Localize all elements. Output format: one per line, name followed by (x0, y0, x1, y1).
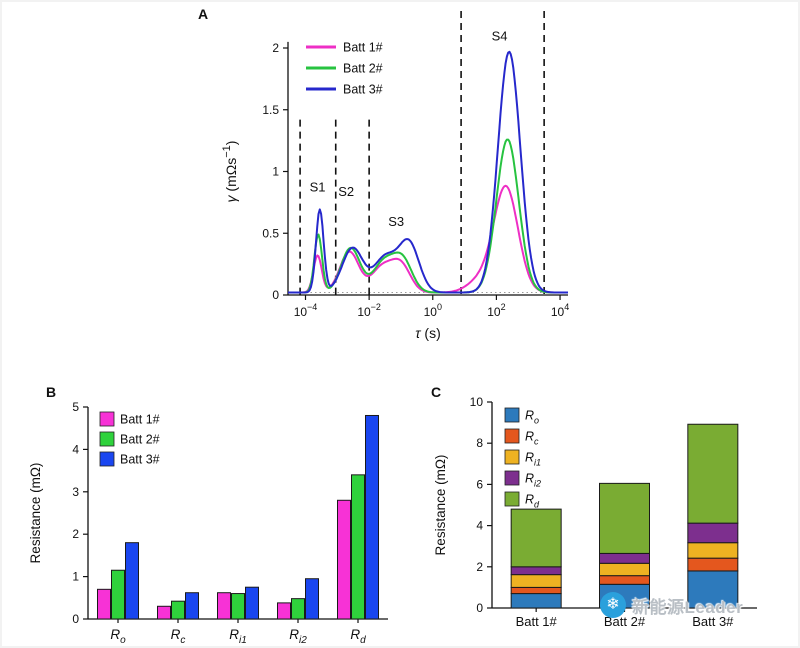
bar (157, 605, 171, 620)
legend-label: Batt 1# (120, 413, 160, 427)
watermark-text: 新能源Leader (632, 597, 744, 617)
stack-segment (510, 574, 562, 588)
panel-a-drt-line-chart: 0 0.5 1 1.5 2 10−4 10−2 100 102 104 S1 S2 S3 S4 Batt 1… (221, 10, 569, 341)
category-label: Ri2 (289, 627, 307, 646)
stack-segment (687, 423, 739, 524)
y-tick-label: 10 (470, 395, 484, 409)
x-axis-title: τ (s) (415, 325, 440, 341)
y-tick-label: 6 (476, 477, 483, 491)
y-axis-title: Resistance (mΩ) (28, 463, 43, 564)
y-tick-label: 0 (476, 601, 483, 615)
stack-segment (687, 570, 739, 609)
stack-segment (687, 557, 739, 572)
category-label: Rd (350, 627, 366, 646)
panel-b-grouped-bar-chart: 0 1 2 3 4 5 Ro Rc Ri1 Ri2 Rd Batt 1# Batt 2# Batt 3# R… (28, 400, 388, 646)
y-tick-label: 1.5 (262, 103, 279, 117)
x-tick-label: 104 (551, 302, 569, 319)
bar (365, 414, 379, 620)
panel-a-label: A (198, 6, 209, 22)
stack-segment (687, 522, 739, 544)
bar (245, 586, 259, 620)
legend-label: Ri1 (525, 451, 541, 468)
bar (111, 569, 125, 620)
y-axis-title: Resistance (mΩ) (433, 455, 448, 556)
y-tick-label: 4 (72, 442, 79, 456)
x-tick-label: 102 (487, 302, 505, 319)
y-tick-label: 0.5 (262, 226, 279, 240)
legend-swatch (504, 470, 520, 486)
legend-swatch (99, 411, 115, 427)
y-axis-title: γ (mΩs−1) (221, 141, 239, 203)
bar (277, 602, 291, 620)
panel-b-label: B (46, 384, 57, 400)
stack-segment (599, 552, 650, 564)
y-tick-label: 0 (272, 288, 279, 302)
stack-segment (599, 482, 650, 554)
stage-label: S4 (492, 29, 508, 44)
stack-segment (510, 508, 562, 568)
watermark: ❄ 新能源Leader (600, 592, 743, 618)
stack-segment (687, 542, 739, 559)
y-tick-label: 0 (72, 612, 79, 626)
legend-label: Ri2 (525, 472, 541, 489)
stack-segment (599, 575, 650, 585)
x-tick-label: 10−4 (294, 302, 318, 319)
bar (97, 588, 111, 620)
stack-segment (599, 562, 650, 577)
y-tick-label: 1 (72, 570, 79, 584)
category-label: Ro (110, 627, 126, 646)
legend-label: Batt 3# (343, 83, 383, 97)
legend-swatch (504, 428, 520, 444)
stage-label: S2 (338, 184, 354, 199)
drt-curve-batt-3- (288, 50, 568, 294)
legend-label: Batt 2# (343, 62, 383, 76)
legend-swatch (504, 449, 520, 465)
bar (185, 592, 199, 620)
x-tick-label: 10−2 (357, 302, 381, 319)
snowflake-icon: ❄ (600, 592, 626, 618)
legend-swatch (504, 407, 520, 423)
category-label: Ri1 (229, 627, 247, 646)
y-tick-label: 3 (72, 485, 79, 499)
bar (351, 474, 365, 620)
y-tick-label: 5 (72, 400, 79, 414)
bar (217, 592, 231, 620)
bar (231, 593, 245, 620)
stack-segment (510, 593, 562, 609)
y-tick-label: 2 (272, 41, 279, 55)
bar (171, 600, 185, 620)
drt-curve-batt-1- (288, 184, 568, 294)
category-label: Batt 3# (692, 614, 734, 629)
stack-segment (510, 566, 562, 576)
bar (305, 578, 319, 620)
y-tick-label: 2 (476, 560, 483, 574)
legend-swatch (504, 491, 520, 507)
category-label: Batt 1# (516, 614, 558, 629)
stack-segment (510, 586, 562, 595)
stage-label: S1 (310, 179, 326, 194)
legend-label: Batt 2# (120, 433, 160, 447)
y-tick-label: 1 (272, 165, 279, 179)
bar (291, 598, 305, 620)
category-label: Rc (171, 627, 186, 646)
bar (125, 542, 139, 620)
bar (337, 499, 351, 620)
stage-label: S3 (388, 214, 404, 229)
legend-label: Batt 1# (343, 41, 383, 55)
y-tick-label: 8 (476, 436, 483, 450)
legend-label: Rd (525, 493, 540, 510)
legend-swatch (99, 451, 115, 467)
x-tick-label: 100 (424, 302, 442, 319)
panel-c-label: C (431, 384, 442, 400)
legend-label: Batt 3# (120, 453, 160, 467)
y-tick-label: 4 (476, 519, 483, 533)
legend-label: Rc (525, 430, 539, 447)
y-tick-label: 2 (72, 527, 79, 541)
legend-label: Ro (525, 409, 539, 426)
legend-swatch (99, 431, 115, 447)
